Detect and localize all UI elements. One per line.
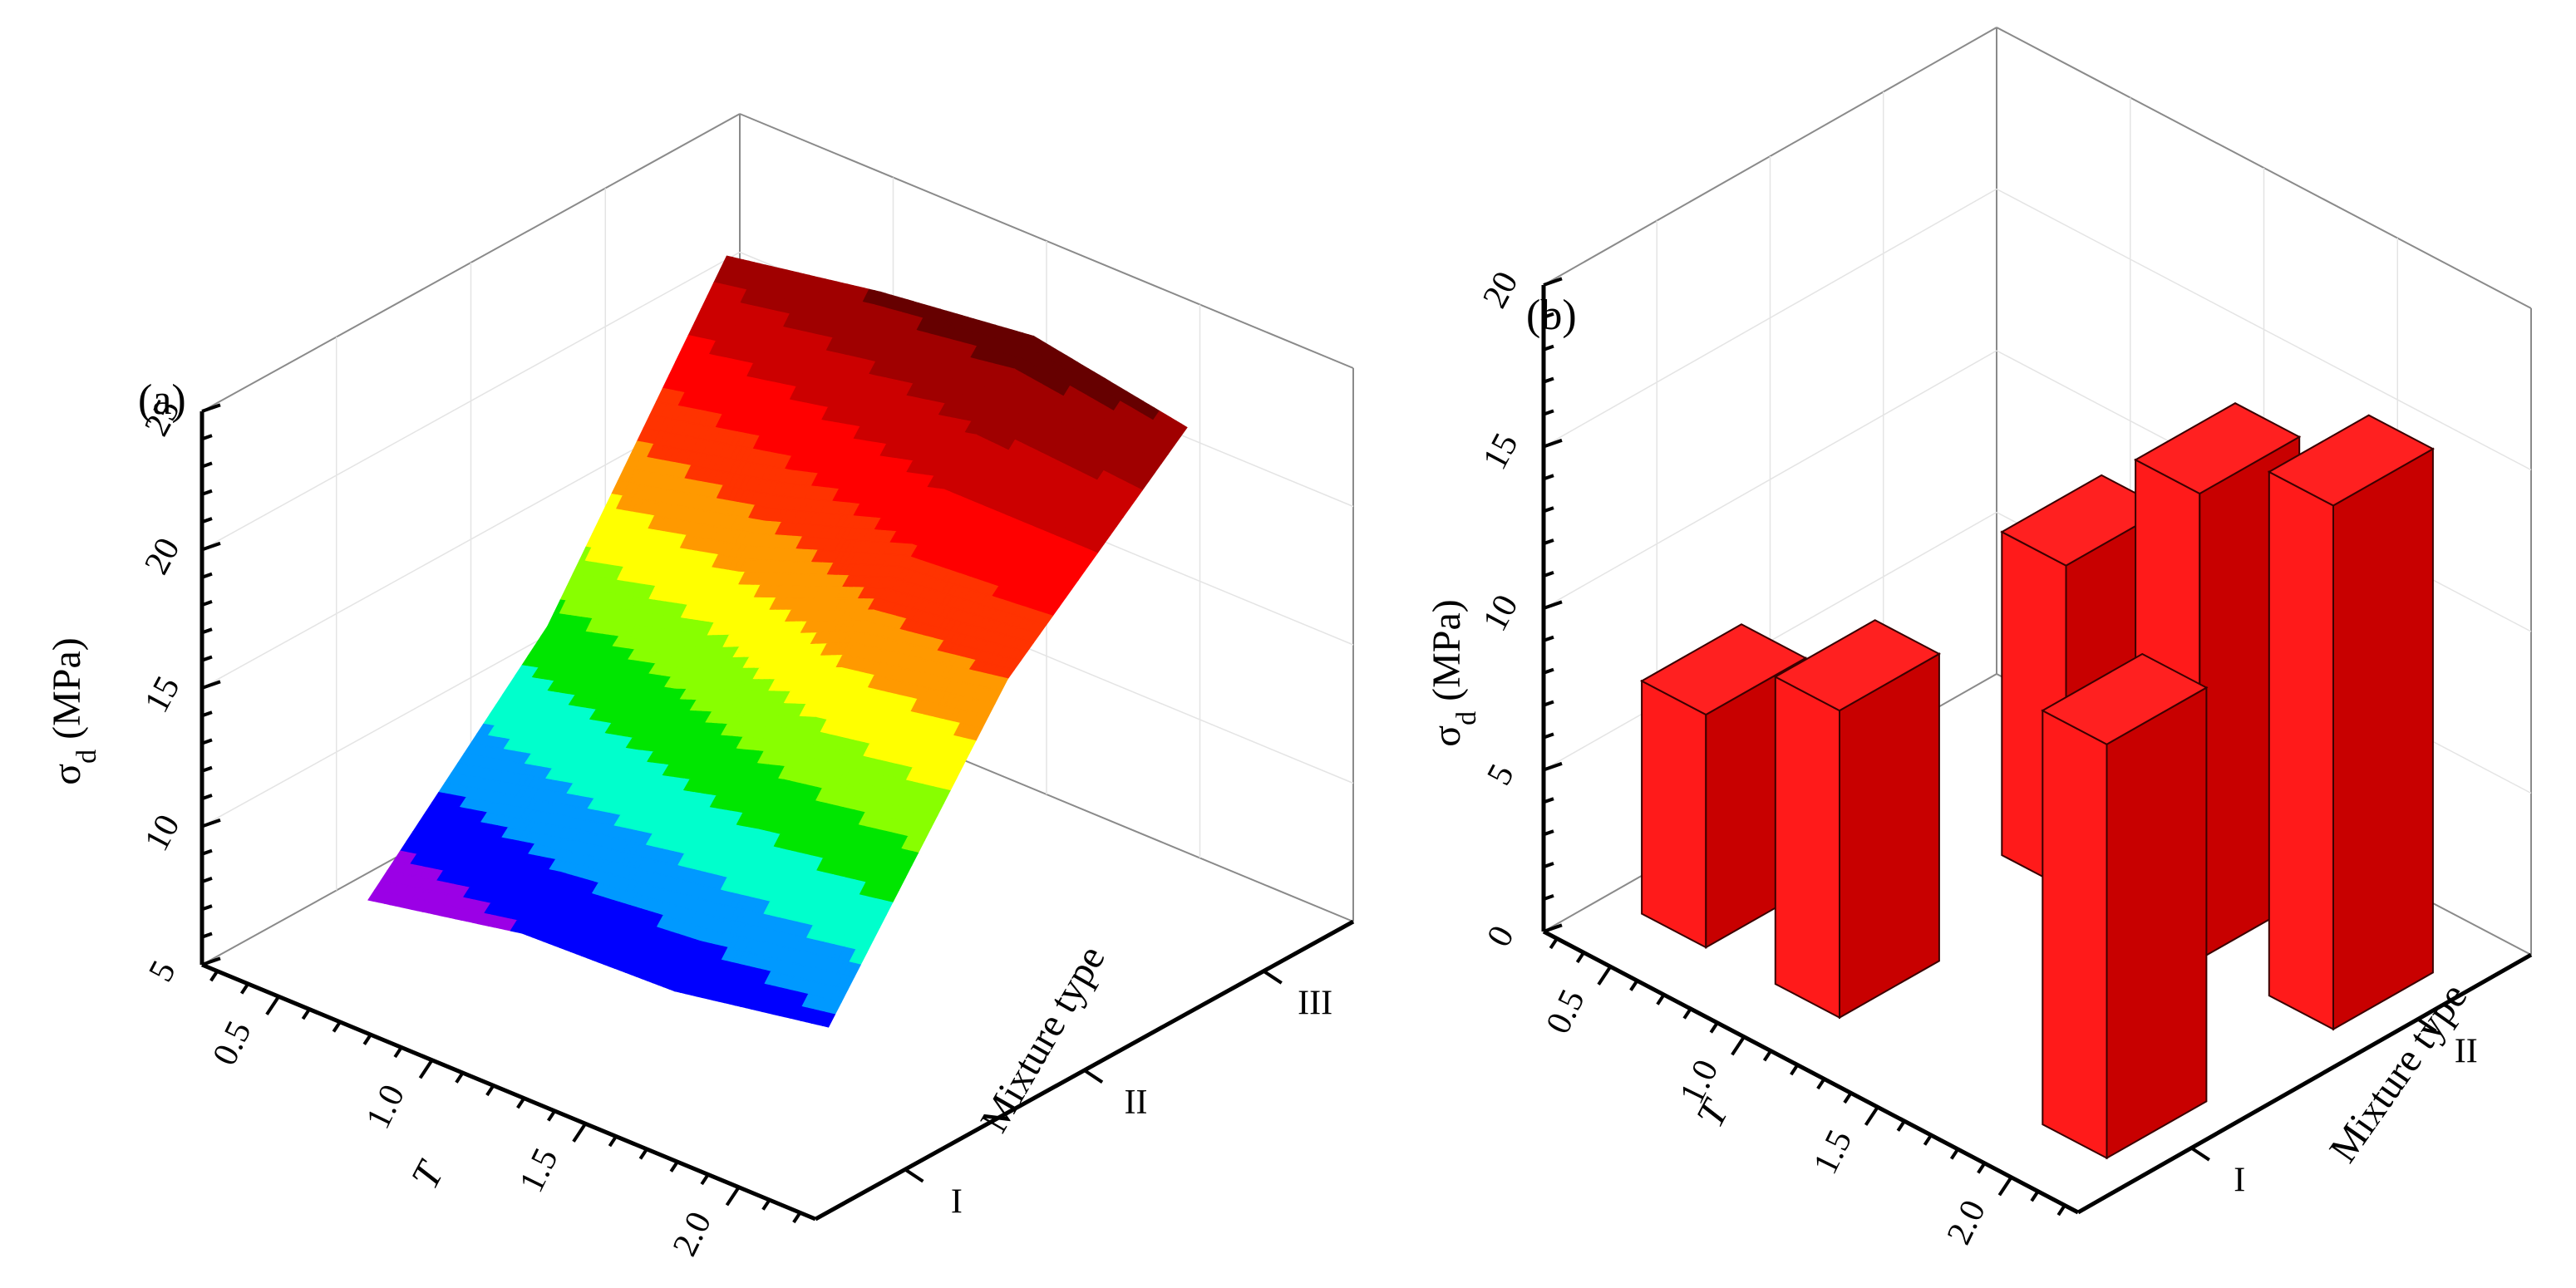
bar-side-face: [2332, 447, 2434, 1031]
panel-a-surface: [367, 255, 1188, 1028]
y-tick-label: III: [1298, 985, 1332, 1023]
x-tick: [301, 1008, 311, 1020]
bar-front-face: [1774, 675, 1840, 1020]
bar-side-face: [1839, 652, 1940, 1020]
bar-front-face: [2042, 709, 2108, 1160]
y-tick-label: I: [951, 1182, 963, 1221]
z-tick-label: 10: [1475, 589, 1525, 638]
y-tick-label: I: [2234, 1162, 2245, 1200]
x-tick: [1790, 1064, 1800, 1076]
x-tick: [1597, 966, 1613, 986]
x-tick: [761, 1198, 771, 1211]
x-tick: [638, 1148, 648, 1160]
bar: [2041, 652, 2209, 1160]
z-tick-label: 15: [137, 671, 187, 720]
z-tick-label: 15: [1475, 427, 1525, 476]
y-tick-label: II: [2455, 1033, 2478, 1071]
x-tick: [1864, 1106, 1879, 1126]
x-tick-label: 0.5: [1539, 984, 1593, 1040]
x-tick: [1656, 993, 1666, 1005]
x-tick: [1923, 1133, 1933, 1146]
panel-b-label: (b): [1526, 292, 1577, 339]
x-tick: [455, 1071, 465, 1084]
bar-front-face: [2268, 470, 2334, 1031]
x-tick: [239, 982, 250, 995]
x-axis-title: T: [403, 1153, 454, 1196]
x-axis-title: T: [1688, 1092, 1739, 1134]
x-tick: [1575, 951, 1585, 964]
y-tick: [1083, 1069, 1104, 1084]
x-tick-label: 0.5: [205, 1015, 259, 1071]
x-tick: [1949, 1148, 1959, 1160]
x-tick-label: 2.0: [1940, 1194, 1993, 1250]
y-axis-title: Mixture type: [972, 938, 1114, 1139]
x-tick: [1549, 937, 1559, 950]
x-tick: [2056, 1204, 2066, 1217]
y-tick-label: II: [1125, 1084, 1148, 1122]
z-axis-title: σd (MPa): [45, 637, 102, 785]
x-tick-label: 2.0: [666, 1206, 719, 1261]
x-tick: [608, 1135, 618, 1148]
x-tick: [2030, 1190, 2040, 1202]
x-tick: [393, 1046, 403, 1059]
x-tick: [1629, 980, 1639, 991]
z-axis-title: σd (MPa): [1425, 599, 1482, 747]
x-tick: [700, 1173, 710, 1186]
z-tick-label: 5: [141, 955, 183, 988]
x-tick: [209, 970, 219, 982]
x-tick: [1816, 1078, 1826, 1090]
panel-a-label: (a): [138, 376, 186, 424]
z-tick-label: 20: [1475, 266, 1525, 315]
bar: [2267, 414, 2435, 1031]
x-tick: [485, 1084, 495, 1097]
x-tick-label: 1.5: [512, 1143, 565, 1198]
x-tick: [792, 1212, 802, 1224]
z-tick-label: 5: [1480, 758, 1521, 791]
x-tick: [669, 1161, 679, 1172]
x-tick: [1762, 1050, 1772, 1062]
y-tick: [2190, 1146, 2210, 1162]
y-tick: [1263, 969, 1283, 985]
x-tick-label: 1.0: [359, 1079, 412, 1134]
x-tick: [332, 1020, 342, 1033]
x-tick: [516, 1097, 526, 1109]
x-tick: [1709, 1021, 1719, 1034]
x-tick: [1843, 1092, 1853, 1104]
x-tick: [1682, 1007, 1692, 1020]
y-tick: [904, 1168, 924, 1183]
x-tick: [1997, 1176, 2013, 1197]
x-tick: [418, 1059, 434, 1079]
x-tick: [1977, 1162, 1987, 1174]
x-tick: [265, 995, 280, 1015]
grid-line: [201, 251, 741, 551]
x-tick-label: 1.5: [1806, 1124, 1859, 1180]
x-tick: [362, 1034, 372, 1045]
x-tick: [1731, 1035, 1746, 1056]
z-tick-label: 20: [137, 532, 187, 581]
x-tick: [572, 1123, 587, 1143]
x-tick: [1896, 1120, 1906, 1132]
bar-side-face: [2106, 686, 2208, 1160]
bar: [1773, 619, 1941, 1020]
z-tick-label: 10: [137, 809, 187, 858]
z-tick-label: 0: [1480, 920, 1521, 953]
bar-front-face: [1641, 679, 1707, 949]
x-tick: [546, 1109, 557, 1122]
x-tick: [725, 1186, 741, 1207]
